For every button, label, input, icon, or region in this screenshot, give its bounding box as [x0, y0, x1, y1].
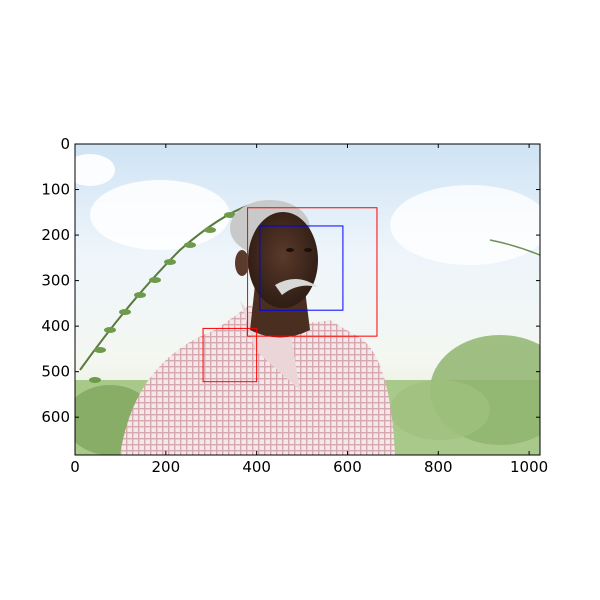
y-tick-label: 600 [41, 408, 70, 426]
y-tick-label: 400 [41, 317, 70, 335]
y-tick-label: 0 [60, 135, 70, 153]
x-tick-label: 600 [333, 458, 362, 476]
bounding-boxes [202, 207, 378, 383]
x-tick-label: 400 [242, 458, 271, 476]
bounding-box-3 [202, 327, 258, 383]
x-tick-label: 200 [152, 458, 181, 476]
bounding-box-1 [247, 207, 378, 337]
x-axis-ticks: 0 200 400 600 800 1000 [70, 144, 548, 476]
bounding-box-2 [259, 225, 344, 311]
y-tick-label: 300 [41, 272, 70, 290]
axes-frame [74, 143, 541, 456]
x-tick-label: 800 [424, 458, 453, 476]
y-axis-ticks: 0 100 200 300 400 500 600 [41, 135, 540, 426]
photo [75, 144, 540, 455]
x-tick-label: 0 [70, 458, 80, 476]
y-tick-label: 200 [41, 226, 70, 244]
y-tick-label: 500 [41, 363, 70, 381]
x-tick-label: 1000 [510, 458, 548, 476]
y-tick-label: 100 [41, 181, 70, 199]
